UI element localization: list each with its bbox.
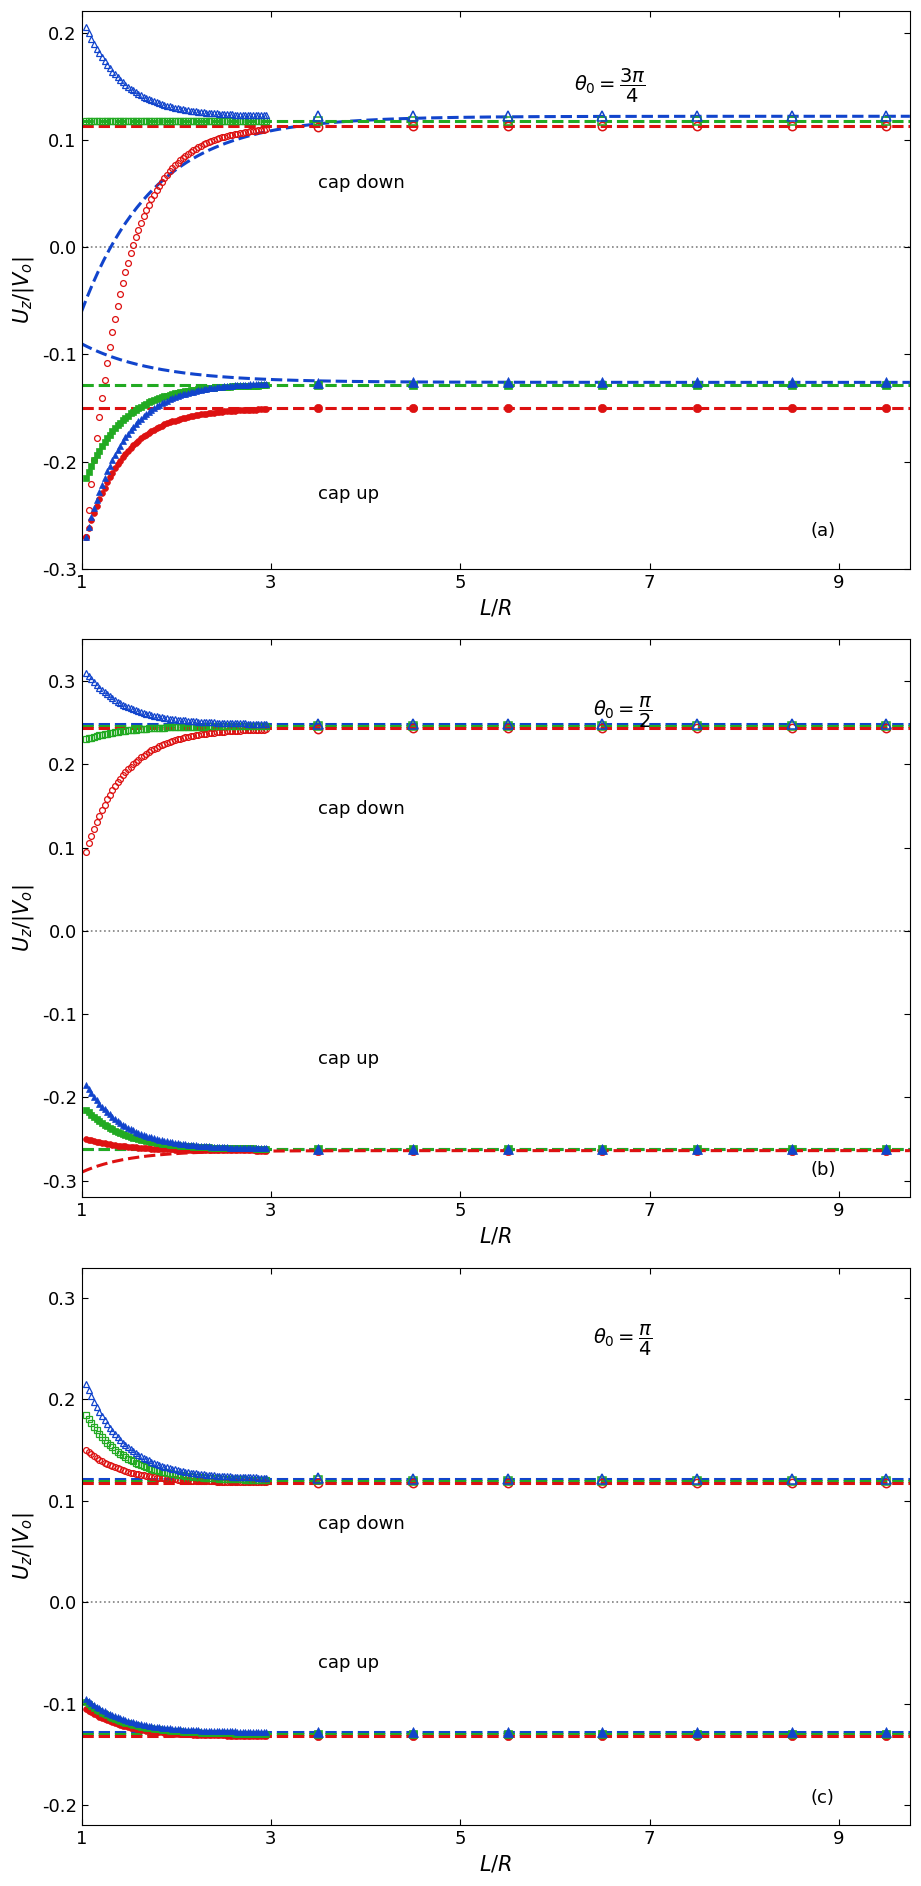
- Y-axis label: $U_z/|V_o|$: $U_z/|V_o|$: [11, 1513, 36, 1580]
- Text: cap up: cap up: [318, 1051, 379, 1067]
- X-axis label: $L/R$: $L/R$: [479, 598, 512, 619]
- X-axis label: $L/R$: $L/R$: [479, 1226, 512, 1247]
- Text: $\theta_0 = \dfrac{3\pi}{4}$: $\theta_0 = \dfrac{3\pi}{4}$: [574, 66, 646, 106]
- Text: cap up: cap up: [318, 1654, 379, 1673]
- Text: (c): (c): [810, 1790, 834, 1807]
- Text: (b): (b): [810, 1162, 836, 1179]
- Text: cap up: cap up: [318, 485, 379, 504]
- Text: $\theta_0 = \dfrac{\pi}{4}$: $\theta_0 = \dfrac{\pi}{4}$: [593, 1324, 652, 1358]
- Y-axis label: $U_z/|V_o|$: $U_z/|V_o|$: [11, 885, 36, 952]
- X-axis label: $L/R$: $L/R$: [479, 1854, 512, 1875]
- Text: cap down: cap down: [318, 174, 405, 192]
- Text: (a): (a): [810, 522, 835, 539]
- Text: cap down: cap down: [318, 800, 405, 819]
- Text: cap down: cap down: [318, 1514, 405, 1533]
- Text: $\theta_0 = \dfrac{\pi}{2}$: $\theta_0 = \dfrac{\pi}{2}$: [593, 696, 652, 730]
- Y-axis label: $U_z/|V_o|$: $U_z/|V_o|$: [11, 256, 36, 324]
